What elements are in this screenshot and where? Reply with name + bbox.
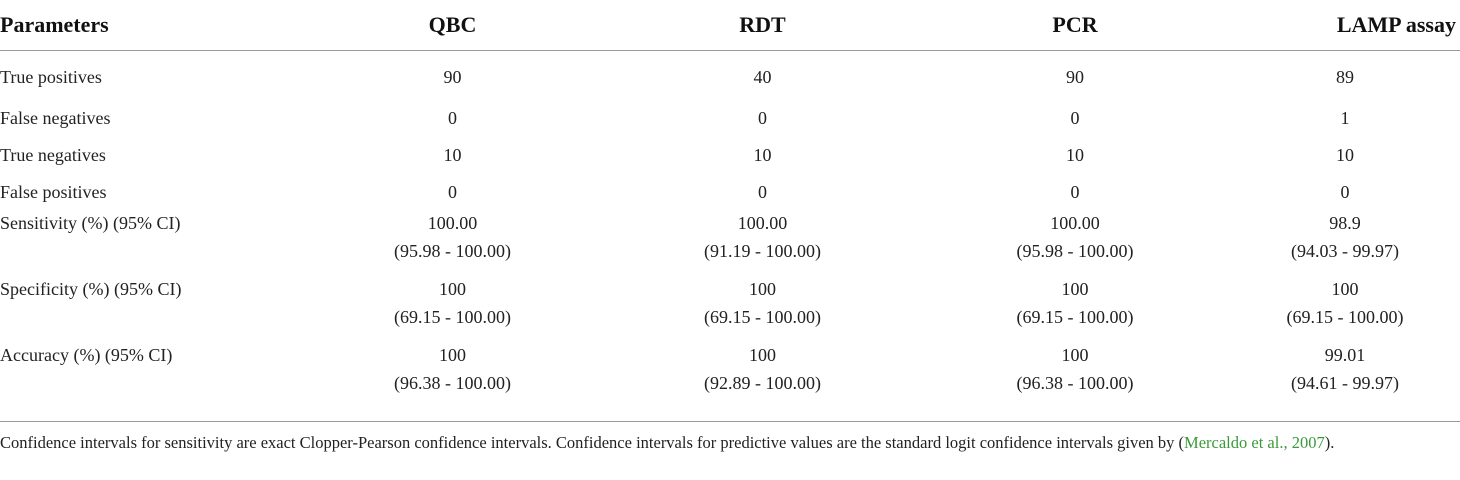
cell-lamp: 99.01 (94.61 - 99.97) [1230,338,1460,404]
cell-qbc: 0 [448,182,457,202]
value: 100.00 [737,213,788,233]
header-pcr: PCR [920,0,1230,51]
table-row: False negatives 0 0 0 1 [0,95,1460,132]
ci: (94.03 - 99.97) [1291,241,1399,261]
table-row: True positives 90 40 90 89 [0,51,1460,96]
row-label: True negatives [0,145,106,165]
ci: (69.15 - 100.00) [1286,307,1404,327]
cell-pcr: 100 (69.15 - 100.00) [920,272,1230,338]
cell-qbc: 90 [443,67,462,87]
header-row: Parameters QBC RDT PCR LAMP assay [0,0,1460,51]
row-label: Sensitivity (%) (95% CI) [0,213,181,233]
cell-qbc: 10 [443,145,462,165]
cell-qbc: 100 (69.15 - 100.00) [300,272,605,338]
cell-lamp: 0 [1340,182,1350,202]
value: 100 [749,345,776,365]
ci: (96.38 - 100.00) [1016,373,1134,393]
cell-pcr: 10 [1066,145,1084,165]
cell-lamp: 100 (69.15 - 100.00) [1230,272,1460,338]
cell-pcr: 0 [1070,108,1080,128]
value: 100 [1061,345,1089,365]
cell-rdt: 100 (69.15 - 100.00) [605,272,920,338]
table-footnote: Confidence intervals for sensitivity are… [0,430,1455,456]
row-label: Specificity (%) (95% CI) [0,279,182,299]
cell-pcr: 0 [1070,182,1080,202]
value: 100.00 [427,213,478,233]
ci: (96.38 - 100.00) [394,373,511,393]
ci: (92.89 - 100.00) [704,373,821,393]
cell-pcr: 100.00 (95.98 - 100.00) [920,206,1230,272]
cell-rdt: 100.00 (91.19 - 100.00) [605,206,920,272]
table-row: False positives 0 0 0 0 [0,169,1460,206]
header-rdt: RDT [605,0,920,51]
row-label: True positives [0,67,102,87]
results-table: Parameters QBC RDT PCR LAMP assay True p… [0,0,1460,404]
ci: (95.98 - 100.00) [394,241,511,261]
value: 98.9 [1329,213,1361,233]
footnote-text: Confidence intervals for sensitivity are… [0,433,1185,452]
cell-qbc: 100.00 (95.98 - 100.00) [300,206,605,272]
row-label: False positives [0,182,107,202]
cell-lamp: 10 [1336,145,1354,165]
ci: (95.98 - 100.00) [1016,241,1134,261]
results-table-container: Parameters QBC RDT PCR LAMP assay True p… [0,0,1460,404]
table-row: Sensitivity (%) (95% CI) 100.00 (95.98 - … [0,206,1460,272]
ci: (69.15 - 100.00) [1016,307,1134,327]
table-bottom-rule [0,421,1460,422]
footnote-text-end: ). [1324,433,1335,452]
table-row: Accuracy (%) (95% CI) 100 (96.38 - 100.00… [0,338,1460,404]
cell-rdt: 40 [753,67,772,87]
cell-lamp: 89 [1336,67,1354,87]
ci: (91.19 - 100.00) [704,241,821,261]
footnote-reference-link[interactable]: Mercaldo et al., 2007 [1184,433,1325,452]
cell-qbc: 0 [448,108,457,128]
cell-lamp: 1 [1340,108,1350,128]
row-label: False negatives [0,108,111,128]
ci: (94.61 - 99.97) [1291,373,1399,393]
row-label: Accuracy (%) (95% CI) [0,345,173,365]
value: 100 [439,345,466,365]
cell-pcr: 100 (96.38 - 100.00) [920,338,1230,404]
ci: (69.15 - 100.00) [394,307,511,327]
cell-rdt: 10 [753,145,772,165]
value: 100 [1331,279,1359,299]
value: 100 [1061,279,1089,299]
header-lamp-assay: LAMP assay [1230,0,1460,51]
cell-qbc: 100 (96.38 - 100.00) [300,338,605,404]
value: 100 [749,279,776,299]
cell-pcr: 90 [1066,67,1084,87]
header-qbc: QBC [300,0,605,51]
cell-rdt: 0 [758,108,767,128]
value: 100 [439,279,466,299]
table-row: Specificity (%) (95% CI) 100 (69.15 - 100… [0,272,1460,338]
table-row: True negatives 10 10 10 10 [0,132,1460,169]
ci: (69.15 - 100.00) [704,307,821,327]
value: 100.00 [1050,213,1100,233]
cell-lamp: 98.9 (94.03 - 99.97) [1230,206,1460,272]
header-parameters: Parameters [0,0,300,51]
cell-rdt: 100 (92.89 - 100.00) [605,338,920,404]
value: 99.01 [1324,345,1366,365]
cell-rdt: 0 [758,182,767,202]
